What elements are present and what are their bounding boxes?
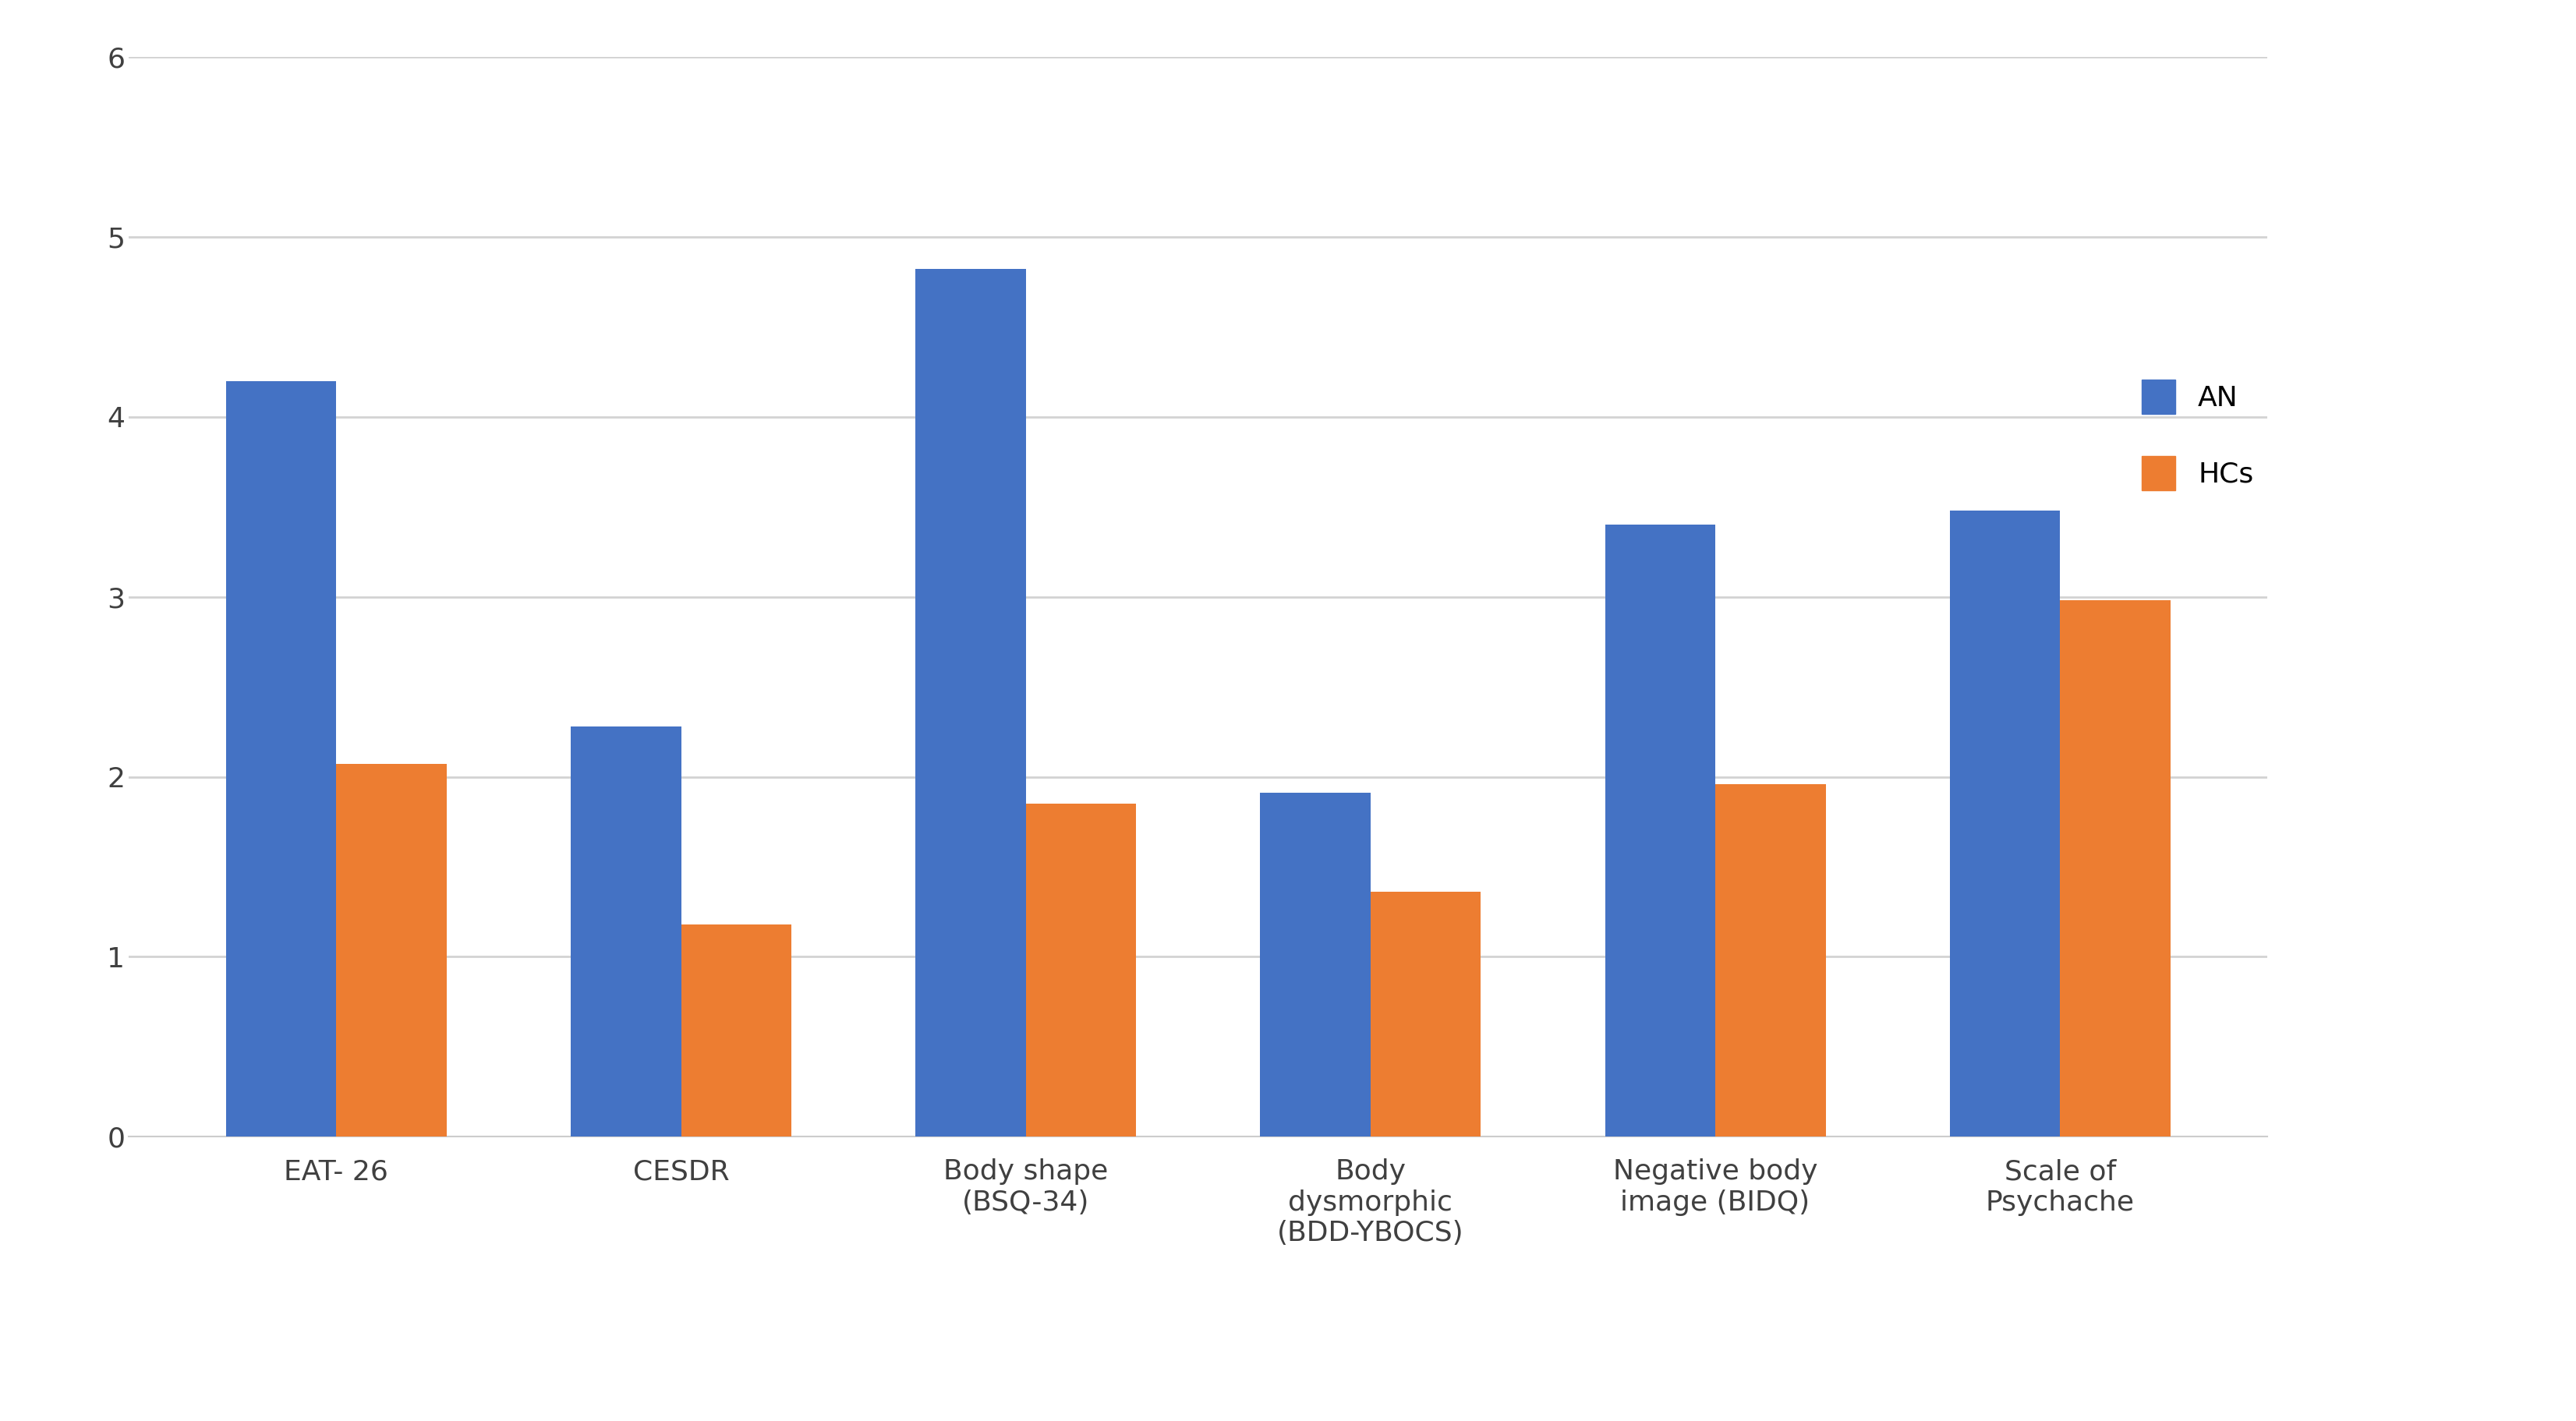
Bar <box>680 925 791 1137</box>
Bar <box>1716 784 1824 1137</box>
Bar <box>1025 804 1136 1137</box>
Bar <box>337 764 446 1137</box>
Legend: AN, HCs: AN, HCs <box>2141 379 2254 490</box>
Bar <box>914 269 1025 1137</box>
Bar <box>1950 510 2058 1137</box>
Bar <box>1260 793 1370 1137</box>
Bar <box>2058 601 2169 1137</box>
Bar <box>227 381 337 1137</box>
Bar <box>572 726 680 1137</box>
Bar <box>1370 892 1481 1137</box>
Bar <box>1605 524 1716 1137</box>
